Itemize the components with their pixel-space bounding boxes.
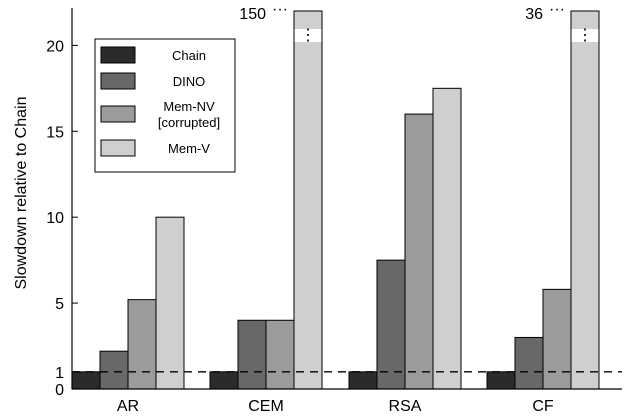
- y-tick-label: 10: [46, 210, 64, 227]
- y-tick-label: 1: [55, 365, 64, 382]
- legend-swatch: [100, 105, 136, 123]
- legend-swatch: [100, 139, 136, 157]
- legend-swatch: [100, 46, 136, 64]
- bar-cem-dino: [237, 319, 267, 390]
- y-tick-label: 0: [55, 382, 64, 399]
- bar-rsa-chain: [348, 371, 378, 390]
- bar-cem-chain: [209, 371, 239, 390]
- bar-break-gap: [294, 29, 322, 42]
- bar-cf-dino: [514, 336, 544, 390]
- bar-cf-mem-nv: [542, 288, 572, 390]
- legend-swatch: [100, 72, 136, 90]
- legend-label: DINO: [173, 74, 206, 89]
- bar-value-leader: ···: [549, 1, 565, 18]
- x-tick-label: CEM: [248, 398, 284, 415]
- legend-label: Mem-V: [168, 141, 210, 156]
- y-tick-label: 15: [46, 124, 64, 141]
- bar-value-label: 36: [525, 6, 543, 23]
- bar-ar-mem-v: [155, 216, 185, 390]
- bar-break-gap: [571, 29, 599, 42]
- bar-ar-mem-nv: [127, 299, 157, 390]
- bar-break-marker: ⋮: [300, 27, 316, 44]
- bar-cf-chain: [486, 371, 516, 390]
- bar-rsa-dino: [376, 259, 406, 390]
- bar-value-label: 150: [239, 6, 266, 23]
- bar-rsa-mem-v: [432, 87, 462, 390]
- legend-label: Chain: [172, 48, 206, 63]
- bar-cem-mem-v: [293, 10, 323, 390]
- x-tick-label: AR: [117, 398, 139, 415]
- legend: Chain DINO Mem-NV [corrupted] Mem-V: [94, 38, 236, 173]
- y-tick-label: 5: [55, 296, 64, 313]
- legend-label: Mem-NV [corrupted]: [158, 99, 220, 130]
- y-tick-label: 20: [46, 38, 64, 55]
- bar-cem-mem-nv: [265, 319, 295, 390]
- y-axis-title: Slowdown relative to Chain: [13, 97, 30, 290]
- x-tick-label: RSA: [389, 398, 422, 415]
- bar-rsa-mem-nv: [404, 113, 434, 390]
- bar-value-leader: ···: [272, 1, 288, 18]
- bar-ar-dino: [99, 350, 129, 390]
- bar-ar-chain: [71, 371, 101, 390]
- x-tick-label: CF: [532, 398, 554, 415]
- bar-break-marker: ⋮: [577, 27, 593, 44]
- bar-cf-mem-v: [570, 10, 600, 390]
